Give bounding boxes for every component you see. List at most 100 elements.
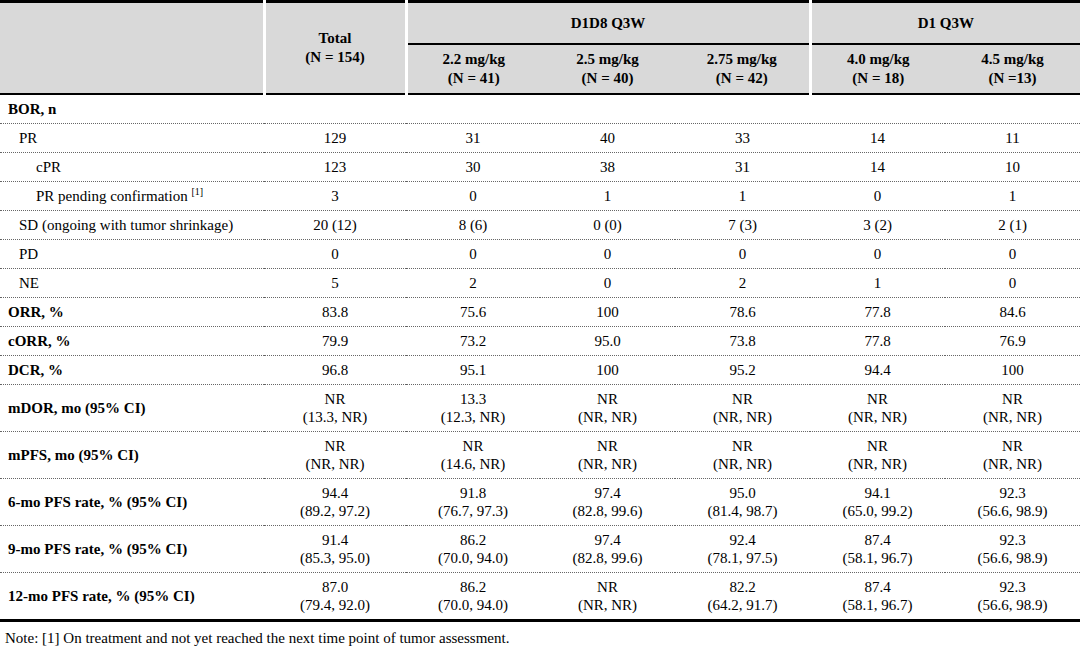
row-label-text: PR pending confirmation [36, 188, 188, 204]
row-label: DCR, % [0, 356, 264, 385]
col-header-total-line1: Total [268, 29, 403, 48]
dose-label: 2.75 mg/kg [677, 50, 807, 69]
footnote-marker: [1] [191, 186, 203, 197]
cell-value: 100 [540, 356, 675, 385]
cell-value [406, 94, 540, 124]
cell-value: 97.4 (82.8, 99.6) [540, 526, 675, 573]
table-row: mPFS, mo (95% CI)NR (NR, NR)NR (14.6, NR… [0, 432, 1080, 479]
table-row: DCR, %96.895.110095.294.4100 [0, 356, 1080, 385]
cell-value: 40 [540, 124, 675, 153]
table-row: cORR, %79.973.295.073.877.876.9 [0, 327, 1080, 356]
n-label: (N = 40) [542, 69, 673, 88]
cell-value: 1 [810, 269, 945, 298]
table-row: 12-mo PFS rate, % (95% CI) 87.0 (79.4, 92… [0, 573, 1080, 621]
table-row: 6-mo PFS rate, % (95% CI)94.4 (89.2, 97.… [0, 479, 1080, 526]
cell-value: 1 [945, 182, 1080, 211]
cell-value: 87.4 (58.1, 96.7) [810, 573, 945, 621]
row-label: PR [0, 124, 264, 153]
row-label: ORR, % [0, 298, 264, 327]
table-row: cPR1233038311410 [0, 153, 1080, 182]
cell-value: 76.9 [945, 327, 1080, 356]
cell-value: 73.2 [406, 327, 540, 356]
row-label: cORR, % [0, 327, 264, 356]
row-label-text: SD (ongoing with tumor shrinkage) [19, 217, 233, 233]
cell-value: 84.6 [945, 298, 1080, 327]
cell-value: 96.8 [264, 356, 406, 385]
row-label-text: 9-mo PFS rate, % (95% CI) [8, 541, 187, 557]
cell-value: 1 [540, 182, 675, 211]
cell-value: 83.8 [264, 298, 406, 327]
n-label: (N =13) [947, 69, 1078, 88]
dose-label: 4.0 mg/kg [814, 50, 944, 69]
cell-value: NR (NR, NR) [945, 432, 1080, 479]
cell-value: 91.8 (76.7, 97.3) [406, 479, 540, 526]
cell-value: 2 [406, 269, 540, 298]
cell-value: 92.3 (56.6, 98.9) [945, 479, 1080, 526]
cell-value: 0 [945, 269, 1080, 298]
cell-value: NR (NR, NR) [264, 432, 406, 479]
cell-value: NR (NR, NR) [540, 385, 675, 432]
row-label-text: cORR, % [8, 333, 71, 349]
cell-value: NR (13.3, NR) [264, 385, 406, 432]
cell-value: NR (14.6, NR) [406, 432, 540, 479]
cell-value: 86.2 (70.0, 94.0) [406, 573, 540, 621]
cell-value: 20 (12) [264, 211, 406, 240]
cell-value: 0 [675, 240, 810, 269]
row-label-text: BOR, n [8, 101, 56, 117]
table-row: NE520210 [0, 269, 1080, 298]
cell-value: NR (NR, NR) [810, 385, 945, 432]
cell-value: 94.4 [810, 356, 945, 385]
cell-value: 31 [406, 124, 540, 153]
cell-value [540, 94, 675, 124]
cell-value: 87.0 (79.4, 92.0) [264, 573, 406, 621]
cell-value: 73.8 [675, 327, 810, 356]
row-label: 12-mo PFS rate, % (95% CI) [0, 573, 264, 621]
cell-value: 1 [675, 182, 810, 211]
row-label-text: mPFS, mo (95% CI) [8, 447, 139, 463]
cell-value: 92.4 (78.1, 97.5) [675, 526, 810, 573]
table-header: Total (N = 154) D1D8 Q3W D1 Q3W 2.2 mg/k… [0, 2, 1080, 95]
row-label-text: mDOR, mo (95% CI) [8, 400, 145, 416]
n-label: (N = 42) [677, 69, 807, 88]
row-label: mDOR, mo (95% CI) [0, 385, 264, 432]
row-label: SD (ongoing with tumor shrinkage) [0, 211, 264, 240]
cell-value: 0 [540, 240, 675, 269]
row-label: mPFS, mo (95% CI) [0, 432, 264, 479]
row-label: PD [0, 240, 264, 269]
cell-value: 10 [945, 153, 1080, 182]
table-row: PR1293140331411 [0, 124, 1080, 153]
table-row: ORR, %83.875.610078.677.884.6 [0, 298, 1080, 327]
n-label: (N = 41) [410, 69, 539, 88]
row-label-text: PD [19, 246, 38, 262]
row-label-text: cPR [36, 159, 61, 175]
cell-value: 38 [540, 153, 675, 182]
table-row: SD (ongoing with tumor shrinkage) 20 (12)… [0, 211, 1080, 240]
group-header-d1-q3w: D1 Q3W [810, 2, 1080, 45]
cell-value: 77.8 [810, 298, 945, 327]
cell-value: 91.4 (85.3, 95.0) [264, 526, 406, 573]
cell-value: 0 [945, 240, 1080, 269]
cell-value: 86.2 (70.0, 94.0) [406, 526, 540, 573]
cell-value: 94.1 (65.0, 99.2) [810, 479, 945, 526]
cell-value: 95.1 [406, 356, 540, 385]
cell-value: 95.0 (81.4, 98.7) [675, 479, 810, 526]
row-label: NE [0, 269, 264, 298]
cell-value: 0 [406, 182, 540, 211]
row-label: 6-mo PFS rate, % (95% CI) [0, 479, 264, 526]
cell-value: 100 [540, 298, 675, 327]
dose-label: 4.5 mg/kg [947, 50, 1078, 69]
cell-value: 123 [264, 153, 406, 182]
cell-value: 95.2 [675, 356, 810, 385]
row-label-text: 12-mo PFS rate, % (95% CI) [8, 588, 195, 604]
cell-value: 77.8 [810, 327, 945, 356]
col-header-dose-2-75: 2.75 mg/kg (N = 42) [675, 44, 810, 94]
row-label-text: NE [19, 275, 39, 291]
col-header-dose-4-5: 4.5 mg/kg (N =13) [945, 44, 1080, 94]
col-header-total: Total (N = 154) [264, 2, 406, 95]
row-label: 9-mo PFS rate, % (95% CI) [0, 526, 264, 573]
cell-value: NR (NR, NR) [945, 385, 1080, 432]
cell-value: 79.9 [264, 327, 406, 356]
cell-value: NR (NR, NR) [675, 432, 810, 479]
cell-value: 92.3 (56.6, 98.9) [945, 526, 1080, 573]
group-header-d1d8-q3w: D1D8 Q3W [406, 2, 810, 45]
